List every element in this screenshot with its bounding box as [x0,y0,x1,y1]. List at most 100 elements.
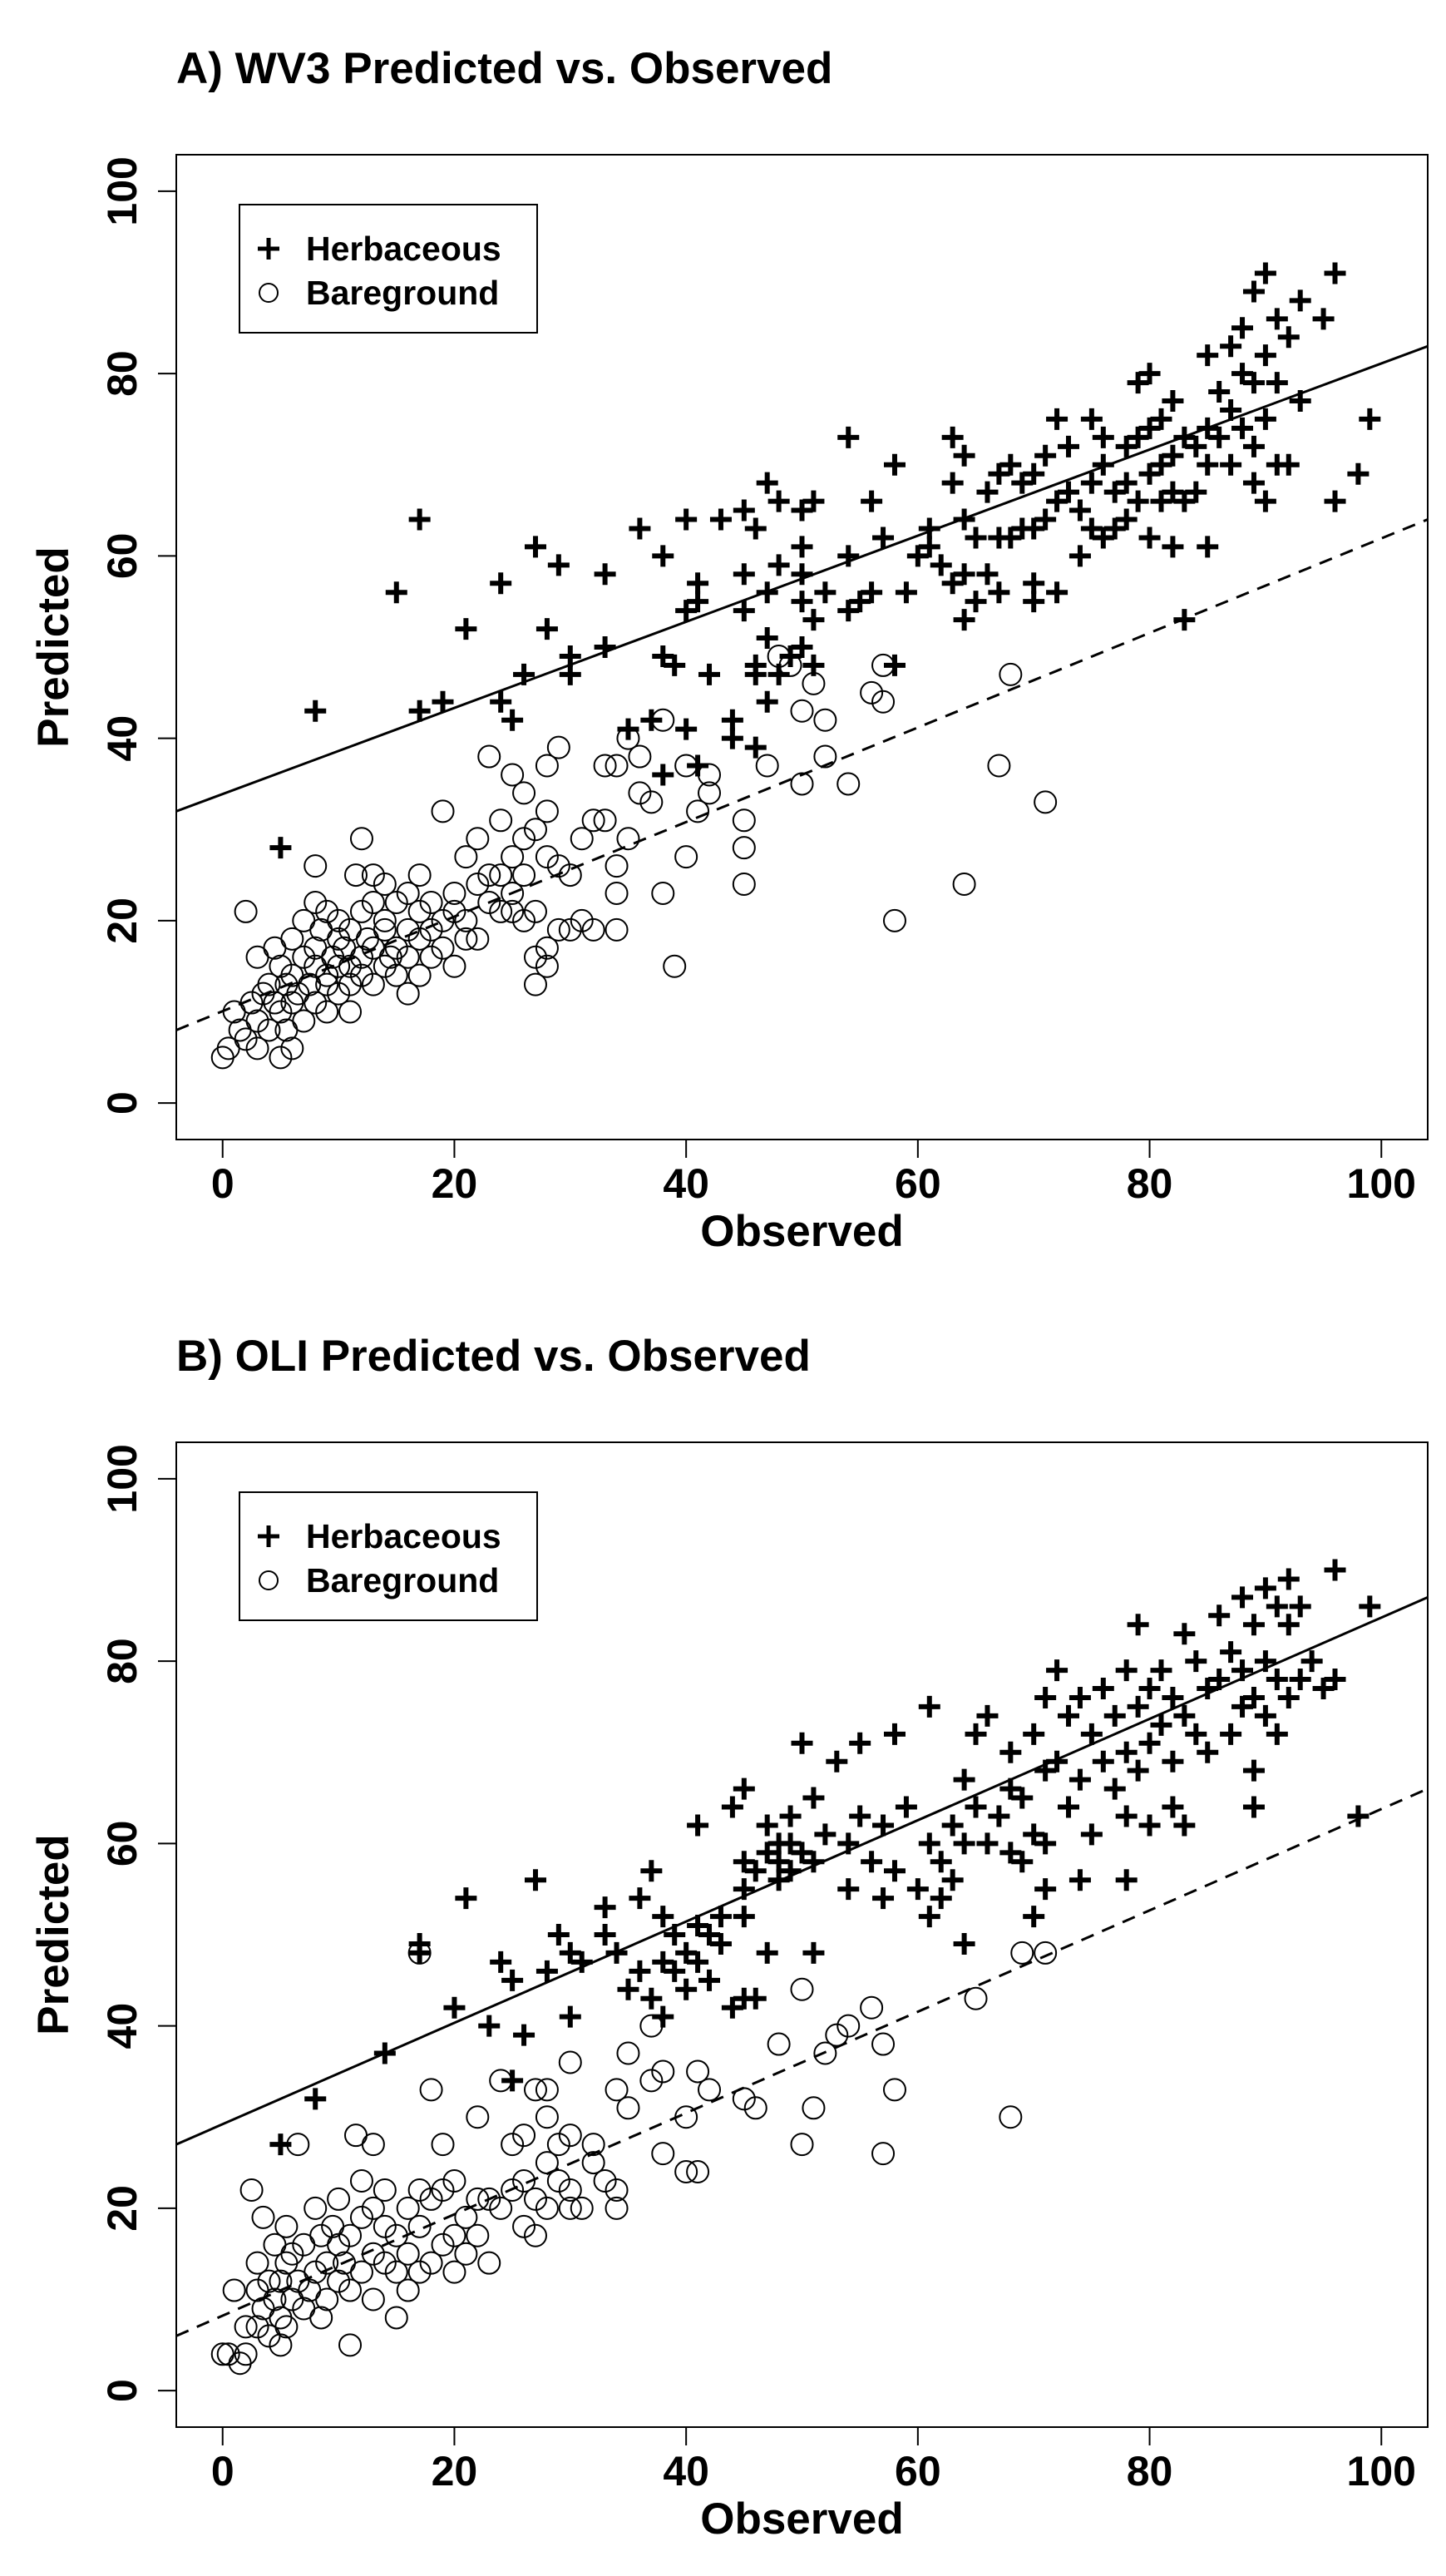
herbaceous-point [559,2005,581,2028]
herbaceous-point [524,1869,546,1891]
bareground-point [767,2032,791,2056]
herbaceous-point [1231,1695,1254,1718]
bareground-point [466,2105,490,2129]
herbaceous-point [1150,408,1172,430]
herbaceous-point [1023,517,1045,540]
herbaceous-point [1324,1559,1346,1581]
bareground-point [304,991,328,1015]
bareground-point [361,2287,385,2311]
x-tick-label: 60 [895,1160,941,1207]
x-tick-label: 40 [663,1160,709,1207]
herbaceous-point [1277,326,1300,349]
herbaceous-point [953,563,975,586]
bareground-point [813,2041,837,2065]
herbaceous-point [652,645,674,667]
herbaceous-point [1034,1878,1057,1901]
y-tick-label: 100 [99,156,146,225]
herbaceous-point [918,1906,940,1928]
herbaceous-point [1115,1805,1138,1827]
bareground-point [338,2333,363,2357]
herbaceous-point [1068,1686,1091,1708]
bareground-point [286,2269,310,2293]
bareground-point [651,2059,675,2084]
herbaceous-point [999,527,1022,549]
bareground-point [698,781,722,805]
bareground-point [274,2315,299,2339]
bareground-point [790,772,814,796]
bareground-point [558,2050,582,2074]
bareground-point [327,2232,351,2257]
herbaceous-point [478,2015,501,2037]
herbaceous-point [373,2042,396,2064]
bareground-point [280,2242,304,2266]
herbaceous-point [709,1932,732,1955]
herbaceous-point [1058,435,1080,457]
herbaceous-point [953,1768,975,1791]
herbaceous-point [1127,490,1149,512]
bareground-point [396,981,420,1006]
bareground-point [454,908,478,932]
herbaceous-point [883,1723,906,1745]
herbaceous-point [1162,1686,1184,1708]
bareground-point [581,917,605,942]
bareground-point [546,2169,570,2193]
herbaceous-series [269,1559,1381,2156]
bareground-point [234,2315,258,2339]
bareground-point [419,2251,443,2275]
bareground-point [349,945,373,969]
herbaceous-point [594,563,616,586]
herbaceous-point [918,536,940,558]
herbaceous-point [906,1878,929,1901]
herbaceous-point [1150,1659,1172,1682]
herbaceous-point [1115,1741,1138,1763]
herbaceous-point [1023,462,1045,485]
herbaceous-point [1231,1659,1254,1682]
bareground-point [593,2169,617,2193]
herbaceous-point [814,1823,837,1846]
bareground-point [257,2269,281,2293]
bareground-point [639,2014,664,2038]
bareground-point [396,2242,420,2266]
herbaceous-point [1103,481,1126,503]
bareground-point [419,2078,443,2102]
bareground-point [327,954,351,978]
x-tick-label: 100 [1347,1160,1416,1207]
herbaceous-point [629,1960,651,1982]
herbaceous-point [1197,344,1219,367]
bareground-point [349,2260,373,2284]
herbaceous-point [837,1832,860,1855]
herbaceous-point [1277,1568,1300,1590]
herbaceous-point [1254,1704,1276,1727]
herbaceous-point [385,581,407,604]
bareground-point [373,873,397,897]
herbaceous-point [1138,1732,1161,1754]
bareground-point [338,1000,363,1024]
bareground-point [605,2178,629,2202]
bareground-point [790,699,814,723]
herbaceous-point [1138,417,1161,439]
bareground-point [442,882,466,905]
herbaceous-point [895,1796,917,1818]
herbaceous-point [861,490,883,512]
bareground-point [407,2178,432,2202]
bareground-point [466,873,490,897]
bareground-point [234,2342,258,2366]
bareground-point [871,2032,896,2056]
herbaceous-point [1138,1814,1161,1837]
herbaceous-point [976,1832,999,1855]
herbaceous-point [698,1924,721,1946]
bareground-point [454,927,478,951]
herbaceous-point [594,1924,616,1946]
legend-circle-icon [259,1570,279,1590]
herbaceous-point [1023,591,1045,613]
herbaceous-point [1242,1686,1265,1708]
legend-plus-icon [258,1525,279,1547]
herbaceous-point [941,572,964,595]
herbaceous-point [1138,1678,1161,1699]
herbaceous-point [1115,472,1138,494]
bareground-point [384,2306,408,2330]
bareground-point [361,2242,385,2266]
bareground-point [523,2187,547,2211]
herbaceous-point [432,690,454,713]
bareground-point [361,890,385,914]
